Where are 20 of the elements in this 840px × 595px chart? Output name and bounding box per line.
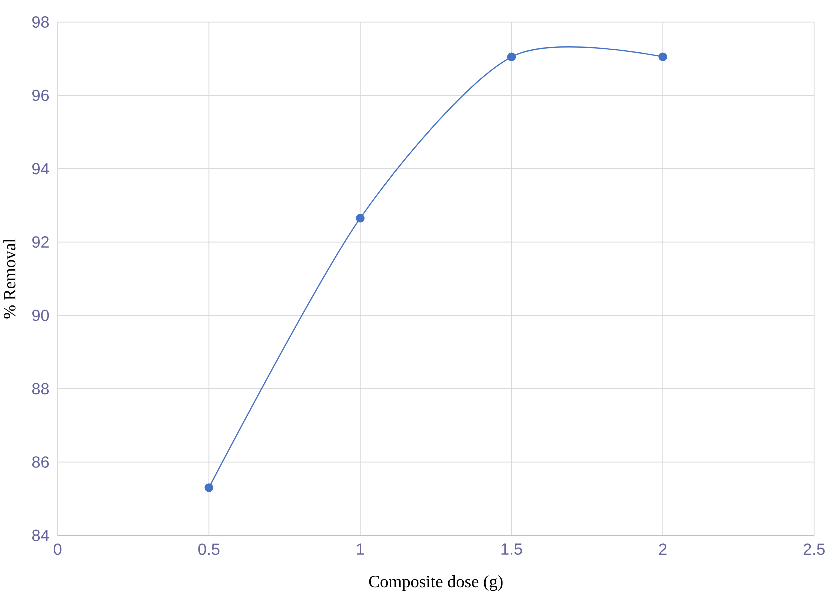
- x-tick-label: 0: [54, 544, 62, 556]
- y-tick-label: 92: [32, 236, 49, 248]
- x-tick-label: 2.5: [804, 544, 825, 556]
- x-axis-title: Composite dose (g): [369, 576, 503, 592]
- x-tick-label: 0.5: [198, 544, 220, 556]
- point: [356, 214, 365, 223]
- y-tick-label: 98: [32, 16, 50, 28]
- x-tick-label: 1: [357, 544, 364, 555]
- y-tick-label: 94: [32, 163, 50, 175]
- point: [204, 484, 214, 492]
- y-tick-label: 90: [32, 310, 50, 322]
- point: [507, 52, 516, 62]
- y-tick-label: 84: [32, 530, 50, 542]
- point: [658, 52, 668, 62]
- y-tick-label: 96: [32, 90, 50, 102]
- y-axis-title: % Removal: [4, 238, 16, 319]
- y-tick-label: 88: [32, 383, 50, 395]
- x-tick-label: 1.5: [502, 544, 522, 556]
- y-tick-label: 86: [32, 456, 50, 468]
- x-tick-label: 2: [659, 544, 667, 556]
